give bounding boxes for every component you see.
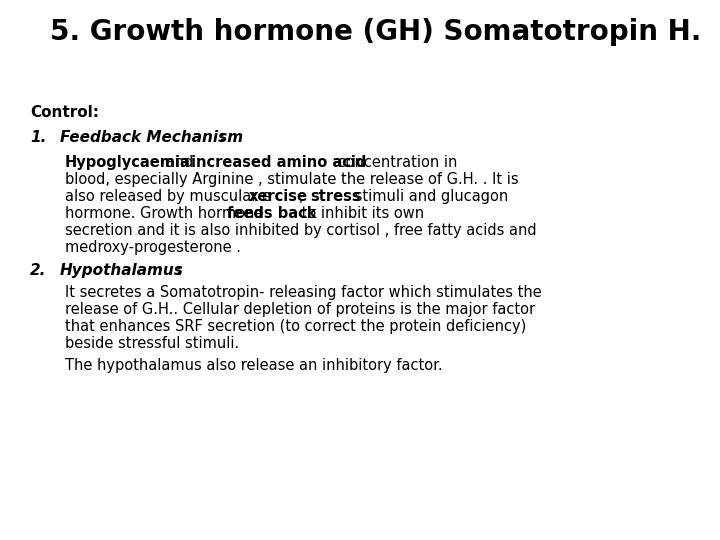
Text: concentration in: concentration in	[333, 155, 457, 170]
Text: 5. Growth hormone (GH) Somatotropin H.: 5. Growth hormone (GH) Somatotropin H.	[50, 18, 701, 46]
Text: release of G.H.. Cellular depletion of proteins is the major factor: release of G.H.. Cellular depletion of p…	[65, 302, 535, 317]
Text: Control:: Control:	[30, 105, 99, 120]
Text: to inhibit its own: to inhibit its own	[297, 206, 424, 221]
Text: stimuli and glucagon: stimuli and glucagon	[350, 189, 508, 204]
Text: blood, especially Arginine , stimulate the release of G.H. . It is: blood, especially Arginine , stimulate t…	[65, 172, 518, 187]
Text: and: and	[161, 155, 198, 170]
Text: feeds back: feeds back	[227, 206, 317, 221]
Text: hormone. Growth hormone: hormone. Growth hormone	[65, 206, 268, 221]
Text: :: :	[175, 263, 181, 278]
Text: ,: ,	[299, 189, 308, 204]
Text: medroxy-progesterone .: medroxy-progesterone .	[65, 240, 241, 255]
Text: Hypoglycaemia: Hypoglycaemia	[65, 155, 191, 170]
Text: Feedback Mechanism: Feedback Mechanism	[60, 130, 243, 145]
Text: stress: stress	[310, 189, 361, 204]
Text: that enhances SRF secretion (to correct the protein deficiency): that enhances SRF secretion (to correct …	[65, 319, 526, 334]
Text: 2.: 2.	[30, 263, 46, 278]
Text: The hypothalamus also release an inhibitory factor.: The hypothalamus also release an inhibit…	[65, 358, 443, 373]
Text: increased amino acid: increased amino acid	[191, 155, 366, 170]
Text: Hypothalamus: Hypothalamus	[60, 263, 184, 278]
Text: secretion and it is also inhibited by cortisol , free fatty acids and: secretion and it is also inhibited by co…	[65, 223, 536, 238]
Text: It secretes a Somatotropin- releasing factor which stimulates the: It secretes a Somatotropin- releasing fa…	[65, 285, 541, 300]
Text: 1.: 1.	[30, 130, 46, 145]
Text: :: :	[218, 130, 224, 145]
Text: also released by muscular e: also released by muscular e	[65, 189, 271, 204]
Text: beside stressful stimuli.: beside stressful stimuli.	[65, 336, 239, 351]
Text: xercise: xercise	[249, 189, 308, 204]
